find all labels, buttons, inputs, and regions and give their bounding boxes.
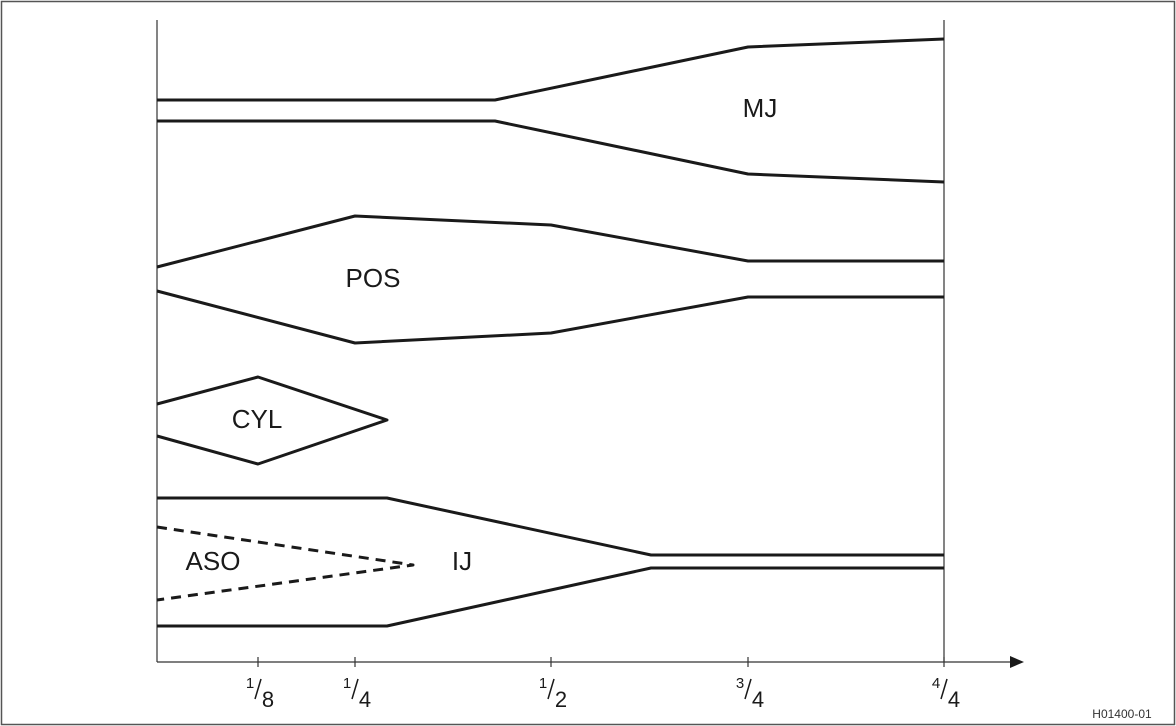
tick-numerator: 1 bbox=[539, 675, 547, 692]
tick-numerator: 1 bbox=[343, 675, 351, 692]
tick-slash bbox=[744, 678, 752, 700]
pos-top bbox=[156, 214, 944, 269]
tick-denominator: 8 bbox=[262, 687, 274, 712]
tick-numerator: 4 bbox=[932, 675, 940, 692]
region-label: POS bbox=[346, 263, 401, 293]
tick-denominator: 4 bbox=[752, 687, 764, 712]
region-label: MJ bbox=[743, 93, 778, 123]
tick-numerator: 1 bbox=[246, 675, 254, 692]
mj-bottom bbox=[157, 119, 945, 184]
region-label: CYL bbox=[232, 404, 283, 434]
tick-denominator: 4 bbox=[948, 687, 960, 712]
ij-top bbox=[157, 496, 944, 557]
tick-denominator: 2 bbox=[555, 687, 567, 712]
x-axis-arrow bbox=[1010, 656, 1024, 668]
tick-slash bbox=[351, 678, 359, 700]
aso-shape bbox=[156, 525, 415, 602]
tick-slash bbox=[547, 678, 555, 700]
mj-top bbox=[157, 37, 945, 102]
figure-id: H01400-01 bbox=[1092, 707, 1152, 721]
tick-numerator: 3 bbox=[736, 675, 744, 692]
ij-bottom bbox=[157, 566, 944, 628]
tick-slash bbox=[254, 678, 262, 700]
tick-slash bbox=[940, 678, 948, 700]
tick-denominator: 4 bbox=[359, 687, 371, 712]
cyl-shape bbox=[156, 375, 389, 466]
region-label: IJ bbox=[452, 546, 472, 576]
pos-bottom bbox=[156, 289, 944, 345]
region-label: ASO bbox=[186, 546, 241, 576]
